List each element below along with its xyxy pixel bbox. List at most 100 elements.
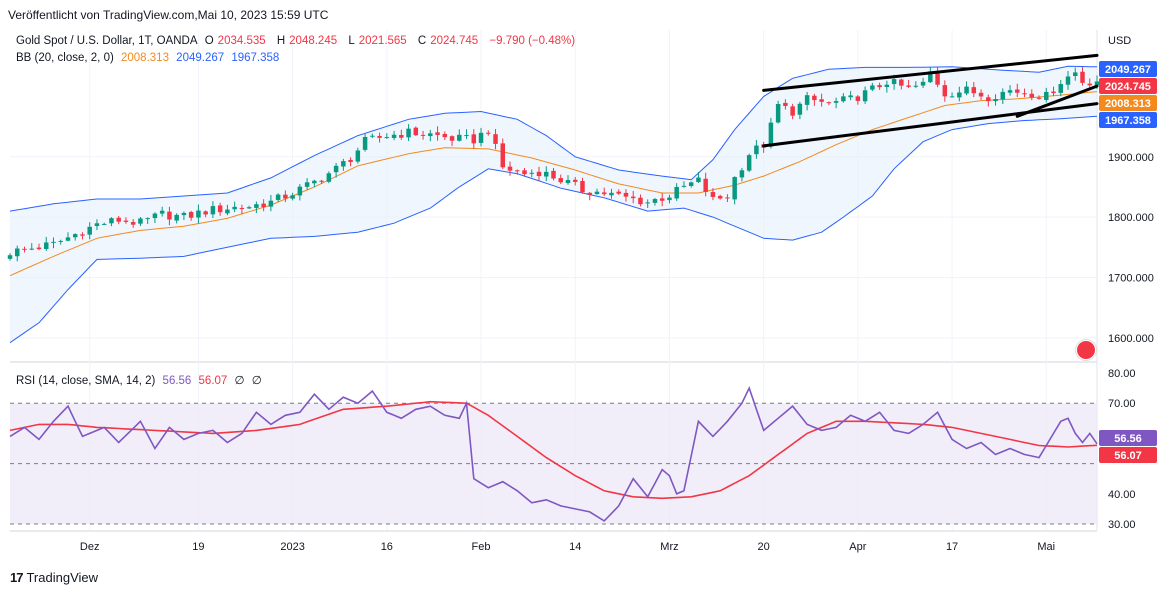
- trend-line: [762, 102, 1099, 148]
- channel-lines: [762, 53, 1099, 148]
- candle-body: [928, 71, 933, 83]
- rsi-sma-line: [9, 400, 1098, 500]
- candle-body: [630, 196, 636, 199]
- candle-body: [159, 210, 165, 214]
- candle-body: [181, 212, 187, 216]
- candle-body: [978, 92, 984, 97]
- candle-body: [261, 203, 266, 208]
- rsi-tag: 56.56: [1114, 433, 1142, 445]
- candle-body: [1065, 76, 1071, 85]
- candle-body: [254, 204, 259, 208]
- candle-body: [370, 135, 375, 137]
- candle-body: [645, 202, 650, 204]
- candle-body: [348, 159, 353, 162]
- price-tags: 2049.267 2024.745 2008.313 1967.358 56.56 56.…: [1099, 61, 1157, 463]
- candle-body: [949, 96, 955, 98]
- candles: [7, 66, 1100, 262]
- bb-basis-line: [9, 91, 1098, 277]
- bb-lower-line: [9, 115, 1098, 344]
- candle-body: [790, 106, 795, 116]
- candle-body: [565, 180, 571, 184]
- candle-body: [65, 237, 71, 241]
- candle-body: [913, 85, 919, 87]
- candle-body: [652, 199, 658, 203]
- candle-body: [116, 217, 121, 222]
- published-header: Veröffentlicht von TradingView.com,Mai 1…: [8, 8, 329, 22]
- candle-body: [515, 170, 520, 172]
- candle-body: [72, 234, 78, 238]
- candle-body: [478, 132, 484, 143]
- bb-legend: BB (20, close, 2, 0) 2008.313 2049.267 1…: [16, 52, 283, 64]
- candle-body: [725, 197, 730, 199]
- candle-body: [420, 134, 426, 136]
- candle-body: [130, 222, 136, 225]
- ohlc-close: C 2024.745: [417, 35, 479, 47]
- candle-body: [1015, 89, 1020, 93]
- rsi-sma-value: 56.07: [198, 375, 228, 387]
- candle-body: [312, 180, 317, 184]
- candle-body: [174, 214, 179, 221]
- candle-body: [609, 192, 614, 196]
- candle-body: [942, 85, 948, 97]
- time-tick-label: 2023: [280, 541, 304, 553]
- candle-body: [1044, 91, 1049, 100]
- candle-body: [138, 218, 143, 224]
- price-tick-label: 1700.000: [1108, 272, 1154, 284]
- candle-body: [51, 241, 56, 243]
- ohlc-low: L 2021.565: [348, 35, 407, 47]
- candle-body: [804, 95, 810, 105]
- axes: 1600.000 1700.000 1800.000 1900.000 USD Dez 19…: [80, 35, 1154, 553]
- candle-body: [529, 172, 535, 174]
- rsi-pane: [9, 385, 1098, 525]
- candle-body: [1087, 83, 1092, 86]
- symbol-legend: Gold Spot / U.S. Dollar, 1T, OANDA O 2034…: [16, 35, 579, 47]
- candle-body: [826, 102, 832, 104]
- candle-body: [616, 191, 621, 194]
- price-tick-label: 1800.000: [1108, 212, 1154, 224]
- candle-body: [891, 79, 897, 85]
- candle-body: [210, 206, 216, 215]
- candle-body: [362, 136, 368, 150]
- candle-body: [275, 194, 281, 200]
- candle-body: [572, 179, 578, 182]
- candle-body: [22, 248, 27, 250]
- candle-body: [1073, 72, 1078, 76]
- rsi-tick-label: 40.00: [1108, 489, 1136, 501]
- candle-body: [246, 207, 252, 209]
- price-tag-bg: [1099, 61, 1157, 77]
- candle-body: [964, 86, 969, 94]
- candle-body: [703, 178, 708, 192]
- candle-body: [544, 171, 549, 177]
- candle-body: [1051, 91, 1056, 94]
- candle-body: [696, 177, 701, 183]
- candle-body: [268, 200, 274, 207]
- candle-body: [587, 192, 592, 195]
- price-tag-bg: [1099, 95, 1157, 111]
- time-tick-label: 16: [381, 541, 393, 553]
- price-tag-bg: [1099, 78, 1157, 94]
- candle-body: [464, 135, 469, 137]
- candle-body: [906, 85, 911, 87]
- candle-body: [152, 213, 158, 219]
- trend-line: [762, 53, 1099, 92]
- candle-body: [1000, 91, 1006, 100]
- candle-body: [486, 132, 491, 134]
- candle-body: [935, 72, 940, 85]
- bb-upper-value: 2049.267: [176, 52, 225, 64]
- us-flag-icon[interactable]: [1076, 340, 1096, 360]
- time-tick-label: Mai: [1037, 541, 1055, 553]
- bb-band-fill: [10, 66, 1097, 343]
- footer-brand[interactable]: 17 TradingView: [10, 570, 98, 585]
- candle-body: [1029, 93, 1035, 98]
- time-tick-label: Apr: [849, 541, 866, 553]
- candle-body: [109, 218, 114, 224]
- candle-body: [87, 226, 92, 235]
- candle-body: [145, 218, 150, 220]
- ohlc-open: O 2034.535: [204, 35, 266, 47]
- candle-body: [297, 186, 303, 196]
- tradingview-logo-icon: 17: [10, 570, 24, 585]
- candle-body: [899, 79, 904, 86]
- candle-body: [688, 182, 694, 186]
- candle-body: [674, 186, 679, 199]
- candle-body: [29, 248, 34, 250]
